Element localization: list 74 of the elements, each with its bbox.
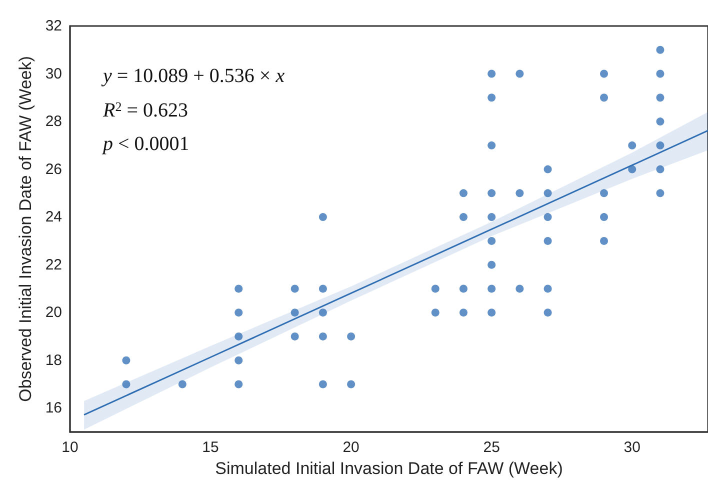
point (600, 94, 608, 102)
point (347, 332, 356, 340)
point (628, 165, 636, 174)
point (290, 308, 299, 317)
point (516, 70, 524, 78)
point (600, 213, 608, 222)
point (122, 356, 130, 364)
point (290, 332, 299, 340)
point (234, 380, 243, 388)
point (516, 189, 524, 198)
point (600, 70, 608, 78)
point (318, 332, 327, 340)
point (488, 308, 496, 317)
point (459, 189, 468, 198)
y-tick-label: 26 (45, 160, 62, 178)
point (459, 308, 468, 317)
point (459, 213, 468, 222)
point (488, 70, 496, 78)
point (656, 189, 664, 198)
point (234, 332, 243, 340)
x-tick-label: 30 (624, 439, 640, 456)
point (318, 380, 327, 388)
y-tick-label: 20 (45, 304, 62, 322)
point (488, 94, 496, 102)
point (628, 141, 636, 150)
point (656, 165, 664, 174)
y-tick-label: 24 (45, 208, 62, 226)
y-tick-label: 32 (45, 18, 62, 34)
annotation: p < 0.0001 (101, 133, 190, 155)
point (544, 236, 552, 245)
y-tick-label: 22 (45, 256, 62, 274)
point (656, 141, 664, 150)
point (544, 189, 552, 198)
y-tick-label: 30 (45, 65, 62, 82)
point (318, 213, 327, 222)
point (600, 189, 608, 198)
point (488, 213, 496, 222)
point (290, 284, 299, 293)
point (656, 70, 664, 78)
point (656, 118, 664, 126)
point (459, 284, 468, 293)
point (544, 165, 552, 174)
point (488, 284, 496, 293)
point (318, 284, 327, 293)
point (347, 380, 356, 388)
annotation: y = 10.089 + 0.536 × x (101, 65, 285, 87)
x-tick-label: 15 (202, 439, 219, 456)
y-tick-label: 28 (45, 113, 62, 130)
point (234, 284, 243, 293)
x-tick-label: 25 (483, 439, 500, 456)
point (318, 308, 327, 317)
y-tick-label: 16 (45, 400, 62, 417)
point (600, 236, 608, 245)
point (544, 284, 552, 293)
y-axis-title: Observed Initial Invasion Date of FAW (Week) (16, 56, 35, 402)
point (488, 260, 496, 269)
point (178, 380, 186, 388)
x-axis-title: Simulated Initial Invasion Date of FAW (Week) (215, 459, 563, 478)
x-tick-label: 10 (62, 439, 78, 456)
point (431, 284, 440, 293)
y-tick-label: 18 (45, 352, 62, 369)
point (544, 308, 552, 317)
point (656, 94, 664, 102)
point (234, 356, 243, 364)
point (656, 46, 664, 54)
point (234, 308, 243, 317)
point (488, 236, 496, 245)
point (544, 213, 552, 222)
point (431, 308, 440, 317)
x-tick-label: 20 (342, 439, 360, 456)
point (488, 141, 496, 150)
point (122, 380, 130, 388)
point (516, 284, 524, 293)
point (488, 189, 496, 198)
